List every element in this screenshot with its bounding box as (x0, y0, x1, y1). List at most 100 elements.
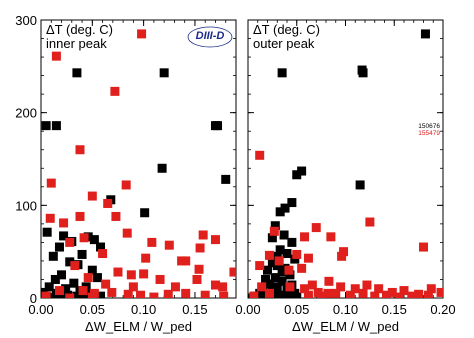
point-150676-11 (279, 230, 289, 240)
point-155479-35 (394, 292, 404, 298)
point-150676-45 (290, 288, 300, 298)
point-155479-28 (126, 270, 136, 280)
point-150676-9 (275, 207, 285, 217)
point-150676-7 (287, 198, 297, 208)
point-155479-9 (303, 253, 313, 263)
point-150676-6 (157, 163, 167, 173)
point-155479-51 (149, 292, 159, 298)
point-150676-12 (267, 233, 277, 243)
logo-ring (187, 26, 233, 48)
x-tick-label: 0.15 (182, 302, 207, 317)
point-155479-6 (339, 247, 349, 257)
y-tick-label: 100 (15, 198, 37, 213)
point-155479-23 (181, 256, 191, 266)
x-tick-label: 0.05 (284, 302, 309, 317)
point-150676-11 (59, 231, 69, 241)
point-155479-36 (407, 291, 417, 298)
point-155479-26 (399, 286, 409, 296)
panel-inner-peak: 0.00 0.05 0.10 0.15 0 100 200 300 ΔW_ELM / W_ped… (15, 13, 237, 334)
point-150676-22 (57, 270, 67, 280)
point-150676-25 (261, 274, 271, 284)
point-155479-30 (83, 273, 93, 283)
point-150676-18 (48, 251, 58, 261)
point-155479-24 (374, 284, 384, 294)
x-tick-label: 0.00 (235, 302, 260, 317)
point-150676-10 (270, 221, 280, 231)
point-155479-10 (292, 249, 302, 259)
x-tick-label: 0.10 (333, 302, 358, 317)
y-tick-label: 200 (15, 106, 37, 121)
point-155479-3 (75, 145, 85, 155)
point-150676-22 (277, 267, 287, 277)
point-155479-33 (370, 291, 380, 298)
point-155479-43 (136, 290, 146, 298)
point-155479-19 (195, 243, 205, 253)
point-150676-29 (272, 282, 282, 292)
point-155479-39 (78, 286, 88, 296)
point-150676-21 (263, 265, 272, 275)
point-150676-6 (355, 180, 365, 190)
point-155479-18 (164, 240, 174, 250)
point-155479-13 (297, 263, 307, 273)
point-150676-41 (96, 291, 106, 298)
x-tick-label: 0.15 (382, 302, 407, 317)
x-axis-label: ΔW_ELM / W_ped (85, 319, 192, 334)
point-155479-1 (365, 217, 375, 227)
point-150676-24 (270, 273, 280, 283)
point-150676-27 (44, 282, 54, 292)
point-150676-1 (277, 68, 287, 78)
point-155479-31 (345, 290, 355, 298)
point-150676-2 (41, 121, 51, 131)
annotation-line: inner peak (46, 36, 107, 51)
point-155479-30 (331, 288, 341, 298)
point-155479-36 (128, 282, 138, 292)
point-155479-50 (87, 292, 97, 298)
point-150676-24 (50, 274, 60, 284)
point-150676-26 (277, 276, 287, 286)
point-155479-3 (269, 226, 279, 236)
point-155479-5 (326, 232, 336, 242)
point-155479-7 (419, 242, 428, 252)
point-150676-19 (65, 257, 75, 267)
x-axis-label: ΔW_ELM / W_ped (292, 319, 399, 334)
legend-entry-155479: 155479 (418, 130, 440, 137)
point-155479-25 (387, 287, 397, 297)
x-tick-label: 0.00 (28, 302, 53, 317)
point-155479-12 (65, 237, 75, 247)
point-155479-27 (229, 267, 236, 277)
point-155479-20 (324, 276, 334, 286)
point-155479-16 (210, 235, 220, 245)
point-150676-3 (51, 121, 61, 131)
point-155479-18 (300, 284, 310, 294)
x-tick-label: 0.10 (131, 302, 156, 317)
point-150676-5 (213, 121, 223, 131)
point-150676-17 (290, 254, 300, 264)
annotation-line: ΔT (deg. C) (253, 22, 320, 37)
point-150676-16 (54, 242, 64, 252)
point-150676-3 (358, 68, 368, 78)
point-150676-14 (275, 245, 285, 255)
point-155479-8 (337, 251, 347, 261)
point-150676-28 (61, 284, 71, 294)
point-150676-0 (420, 29, 430, 39)
point-155479-49 (65, 293, 75, 298)
point-155479-8 (45, 213, 55, 223)
point-155479-21 (141, 253, 151, 263)
point-155479-6 (87, 191, 97, 201)
point-155479-32 (358, 288, 368, 298)
point-155479-44 (163, 289, 173, 298)
point-150676-39 (79, 292, 89, 298)
point-150676-43 (258, 290, 268, 298)
point-155479-47 (219, 291, 229, 298)
point-155479-14 (122, 228, 132, 238)
point-155479-24 (194, 264, 204, 274)
point-155479-0 (255, 150, 265, 160)
point-155479-2 (110, 86, 120, 96)
point-155479-9 (59, 218, 69, 228)
point-150676-19 (272, 261, 282, 271)
point-155479-4 (46, 178, 56, 188)
point-155479-32 (192, 274, 202, 284)
diii-d-logo: DIII-D (187, 26, 233, 48)
point-150676-33 (72, 291, 82, 298)
point-155479-42 (264, 288, 274, 298)
